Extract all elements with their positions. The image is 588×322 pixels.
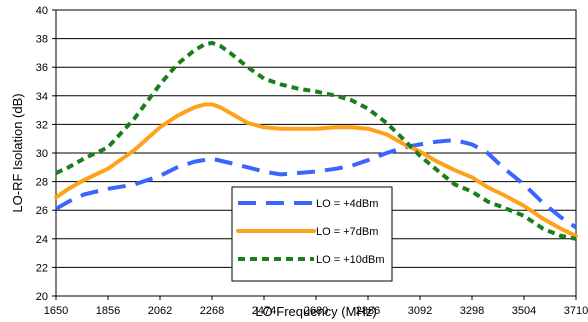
y-tick-label: 20 [36,291,48,303]
y-tick-label: 24 [36,234,48,246]
x-tick-label: 3504 [512,305,536,317]
x-tick-label: 1856 [96,305,120,317]
y-tick-label: 22 [36,262,48,274]
y-tick-label: 32 [36,119,48,131]
y-tick-label: 28 [36,177,48,189]
y-tick-label: 36 [36,62,48,74]
legend: LO = +4dBm LO = +7dBm LO = +10dBm [232,187,392,281]
y-tick-label: 30 [36,148,48,160]
y-tick-label: 38 [36,34,48,46]
legend-label-3: LO = +10dBm [316,254,385,266]
legend-label-1: LO = +4dBm [316,198,378,210]
x-tick-label: 3298 [460,305,484,317]
x-tick-label: 1650 [44,305,68,317]
y-tick-label: 40 [36,5,48,17]
x-tick-label: 3092 [408,305,432,317]
y-axis-title: LO-RF Isolation (dB) [10,93,25,212]
x-axis-title: LO Frequency (MHz) [255,304,376,319]
legend-label-2: LO = +7dBm [316,226,378,238]
y-tick-label: 34 [36,91,48,103]
y-tick-label: 26 [36,205,48,217]
x-tick-label: 3710 [564,305,588,317]
x-tick-label: 2062 [148,305,172,317]
x-tick-label: 2268 [200,305,224,317]
